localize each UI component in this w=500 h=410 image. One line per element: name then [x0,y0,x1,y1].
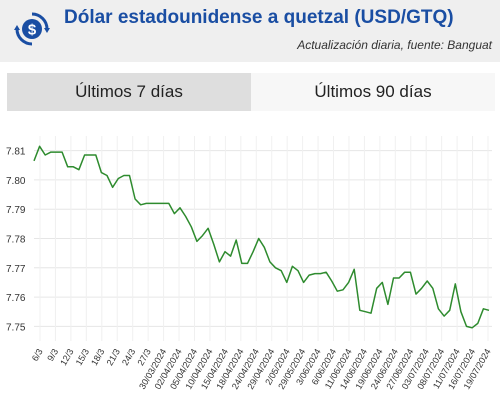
y-tick-label: 7.79 [6,205,26,216]
chart-area: 7.75 7.76 7.77 7.78 7.79 7.80 7.81 6/3 9/3 12/3 15… [0,111,500,405]
x-tick-label: 9/3 [45,347,60,363]
x-tick-label: 15/3 [74,347,91,367]
dollar-exchange-icon: $ [14,12,50,46]
exchange-rate-line-chart: 7.75 7.76 7.77 7.78 7.79 7.80 7.81 6/3 9/312/315… [6,136,493,391]
page-title: Dólar estadounidense a quetzal (USD/GTQ) [64,7,454,28]
x-tick-label: 21/3 [105,347,122,367]
y-tick-label: 7.80 [6,176,26,187]
tab-last-7-days[interactable]: Últimos 7 días [7,73,251,111]
x-tick-label: 24/3 [120,347,137,367]
grid-lines [34,136,492,341]
tab-last-90-days[interactable]: Últimos 90 días [251,73,495,111]
y-tick-label: 7.81 [6,147,26,158]
x-tick-label: 18/3 [89,347,106,367]
page-subtitle: Actualización diaria, fuente: Banguat [297,38,492,52]
x-tick-label: 12/3 [58,347,75,367]
y-tick-label: 7.78 [6,235,26,246]
y-tick-label: 7.75 [6,322,26,333]
y-tick-label: 7.77 [6,264,26,275]
y-tick-label: 7.76 [6,293,26,304]
svg-text:$: $ [28,22,37,39]
x-tick-label: 6/3 [30,347,45,363]
header-banner: $ Dólar estadounidense a quetzal (USD/GT… [0,0,500,62]
period-tabs: Últimos 7 días Últimos 90 días [7,73,495,111]
exchange-rate-series-line [33,145,490,329]
